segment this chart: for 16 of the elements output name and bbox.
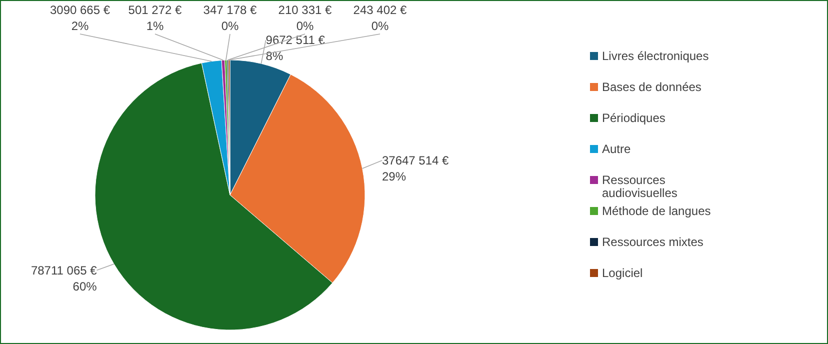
legend-label: Bases de données	[602, 80, 702, 94]
legend-label: Autre	[602, 142, 632, 156]
legend-label: Périodiques	[602, 111, 666, 125]
legend-label: Ressources audiovisuelles	[602, 173, 678, 200]
legend-label: Ressources mixtes	[602, 235, 704, 249]
legend-label: Méthode de langues	[602, 204, 711, 218]
legend-label: Livres électroniques	[602, 49, 709, 63]
data-label: 501 272 € 1%	[128, 3, 182, 33]
data-label: 9672 511 € 8%	[266, 33, 326, 64]
data-label: 210 331 € 0%	[278, 3, 332, 33]
legend-label: Logiciel	[602, 266, 643, 280]
data-label: 37647 514 € 29%	[382, 154, 450, 184]
data-label: 243 402 € 0%	[353, 3, 408, 33]
data-label: 78711 065 € 60%	[30, 263, 98, 294]
data-label: 3090 665 € 2%	[50, 3, 110, 33]
data-label: 347 178 € 0%	[203, 3, 258, 33]
